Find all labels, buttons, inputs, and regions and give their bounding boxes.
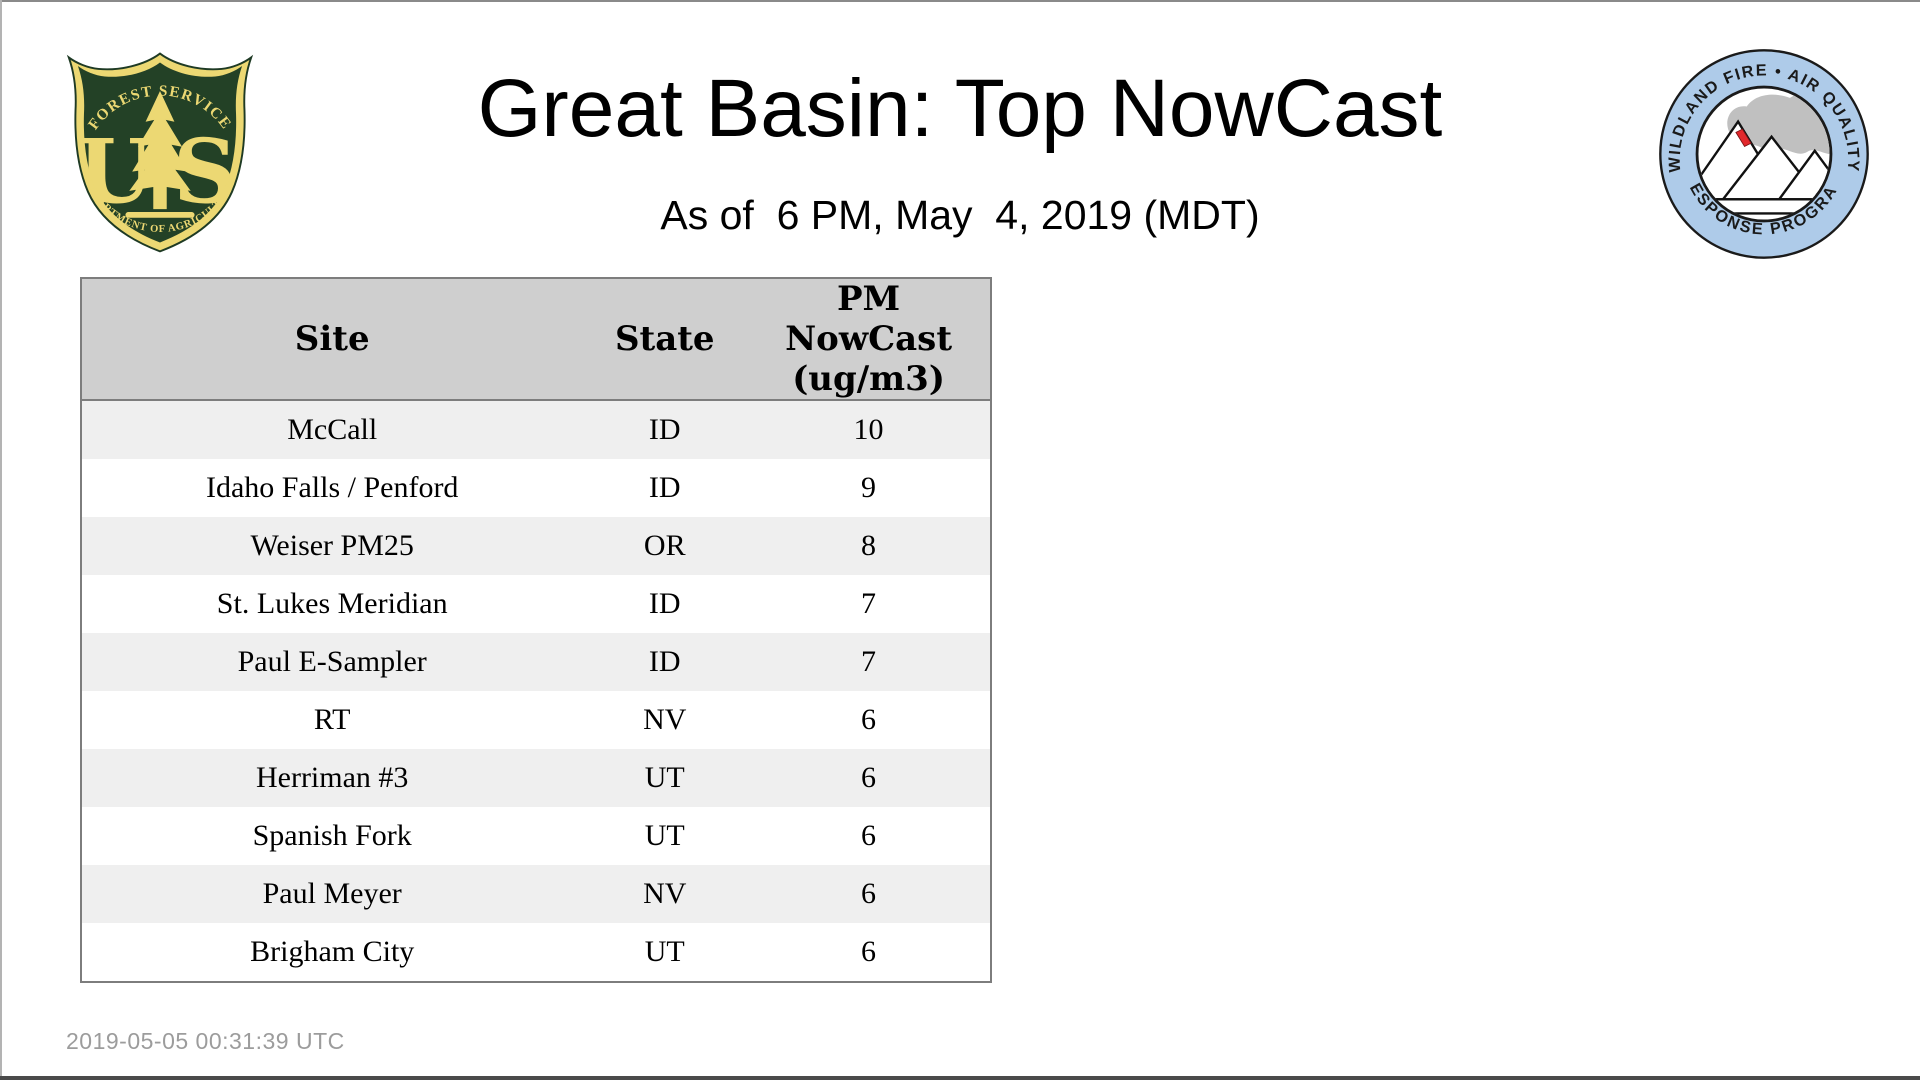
cell-state: UT xyxy=(644,761,685,794)
cell-site: Spanish Fork xyxy=(252,819,412,852)
nowcast-table: Site State PM NowCast (ug/m3) McCall ID … xyxy=(80,277,992,983)
cell-site: St. Lukes Meridian xyxy=(216,587,448,620)
cell-state: ID xyxy=(648,413,681,446)
header-pm-line-2: NowCast xyxy=(785,319,953,359)
cell-state: UT xyxy=(644,819,685,852)
table-row: McCall ID 10 xyxy=(81,400,991,459)
cell-site: Brigham City xyxy=(250,935,415,968)
cell-site: Paul Meyer xyxy=(262,877,402,910)
page-title: Great Basin: Top NowCast xyxy=(477,63,1443,154)
table-row: Brigham City UT 6 xyxy=(81,923,991,982)
table-row: Paul E-Sampler ID 7 xyxy=(81,633,991,691)
cell-state: NV xyxy=(643,703,687,736)
cell-state: NV xyxy=(643,877,687,910)
header-pm-line-1: PM xyxy=(836,279,901,319)
cell-site: Herriman #3 xyxy=(255,761,409,794)
fire-mark xyxy=(1735,128,1752,148)
screenshot-left-edge-line xyxy=(0,0,2,1080)
header-cell-state: State xyxy=(582,278,748,401)
cell-state: OR xyxy=(643,529,686,562)
page-subtitle: As of 6 PM, May 4, 2019 (MDT) xyxy=(660,192,1260,238)
cell-value: 10 xyxy=(853,413,884,446)
cell-value: 7 xyxy=(861,645,877,678)
pine-tree-icon xyxy=(129,91,191,210)
cell-state: ID xyxy=(648,587,681,620)
table-header-row: Site State PM NowCast (ug/m3) xyxy=(81,278,991,401)
forest-service-logo-icon: FOREST SERVICE U S DEPARTMENT OF AGRICUL… xyxy=(66,52,254,253)
cell-state: ID xyxy=(648,471,681,504)
screenshot-bottom-edge-line xyxy=(0,1076,1920,1080)
cell-site: Paul E-Sampler xyxy=(237,645,427,678)
tree-base xyxy=(125,211,195,218)
cell-site: Weiser PM25 xyxy=(250,529,414,562)
cell-site: Idaho Falls / Penford xyxy=(205,471,459,504)
cell-value: 6 xyxy=(861,819,877,852)
header-cell-pm-nowcast: PM NowCast (ug/m3) xyxy=(747,278,991,401)
cell-value: 9 xyxy=(861,471,877,504)
cell-value: 8 xyxy=(861,529,877,562)
cell-value: 6 xyxy=(861,877,877,910)
table-row: Idaho Falls / Penford ID 9 xyxy=(81,459,991,517)
cell-state: ID xyxy=(648,645,681,678)
wfaqrp-logo-icon: WILDLAND FIRE • AIR QUALITY RESPONSE PRO… xyxy=(1656,46,1869,259)
table-row: Spanish Fork UT 6 xyxy=(81,807,991,865)
table-row: St. Lukes Meridian ID 7 xyxy=(81,575,991,633)
footer-timestamp: 2019-05-05 00:31:39 UTC xyxy=(66,1028,345,1054)
cell-value: 6 xyxy=(861,935,877,968)
cell-value: 7 xyxy=(861,587,877,620)
screenshot-top-edge-line xyxy=(0,0,1920,2)
table-row: Herriman #3 UT 6 xyxy=(81,749,991,807)
table-row: RT NV 6 xyxy=(81,691,991,749)
cell-state: UT xyxy=(644,935,685,968)
cell-value: 6 xyxy=(861,761,877,794)
cell-value: 6 xyxy=(861,703,877,736)
table-row: Weiser PM25 OR 8 xyxy=(81,517,991,575)
header-pm-line-3: (ug/m3) xyxy=(792,359,945,399)
table-row: Paul Meyer NV 6 xyxy=(81,865,991,923)
cell-site: McCall xyxy=(287,413,378,446)
cell-site: RT xyxy=(313,703,351,736)
monogram-s: S xyxy=(173,119,237,223)
monogram-u: U xyxy=(77,119,154,223)
header-cell-site: Site xyxy=(81,278,583,401)
